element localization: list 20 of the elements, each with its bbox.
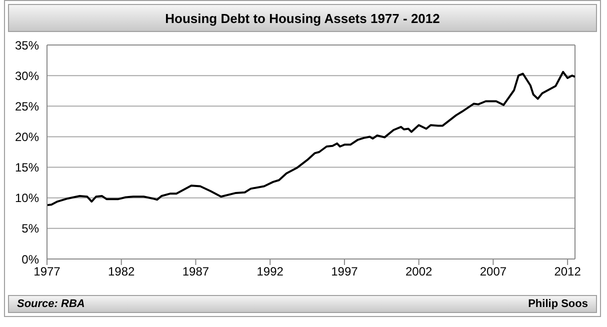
y-tick-label: 5% <box>22 222 40 236</box>
x-tick-label: 1982 <box>108 264 136 279</box>
y-tick-label: 30% <box>14 68 40 83</box>
x-tick-label: 1992 <box>256 264 284 279</box>
x-tick-label: 2002 <box>405 264 432 279</box>
chart-title: Housing Debt to Housing Assets 1977 - 2012 <box>8 4 597 32</box>
x-tick-label: 2007 <box>480 264 507 279</box>
y-tick-label: 20% <box>14 130 40 144</box>
y-tick-label: 15% <box>14 160 40 175</box>
y-tick-label: 10% <box>14 191 40 206</box>
text: Philip Soos <box>528 298 588 310</box>
y-tick-label: 35% <box>14 38 40 52</box>
line-series <box>47 70 575 206</box>
x-tick-label: 1977 <box>34 264 61 279</box>
y-tick-label: 0% <box>22 252 40 266</box>
x-tick-label: 1997 <box>331 264 358 279</box>
x-tick-label: 1987 <box>182 264 210 279</box>
y-tick-label: 25% <box>14 99 40 114</box>
source-note: Source: RBA <box>17 298 85 310</box>
x-tick-label: 2012 <box>554 264 582 279</box>
